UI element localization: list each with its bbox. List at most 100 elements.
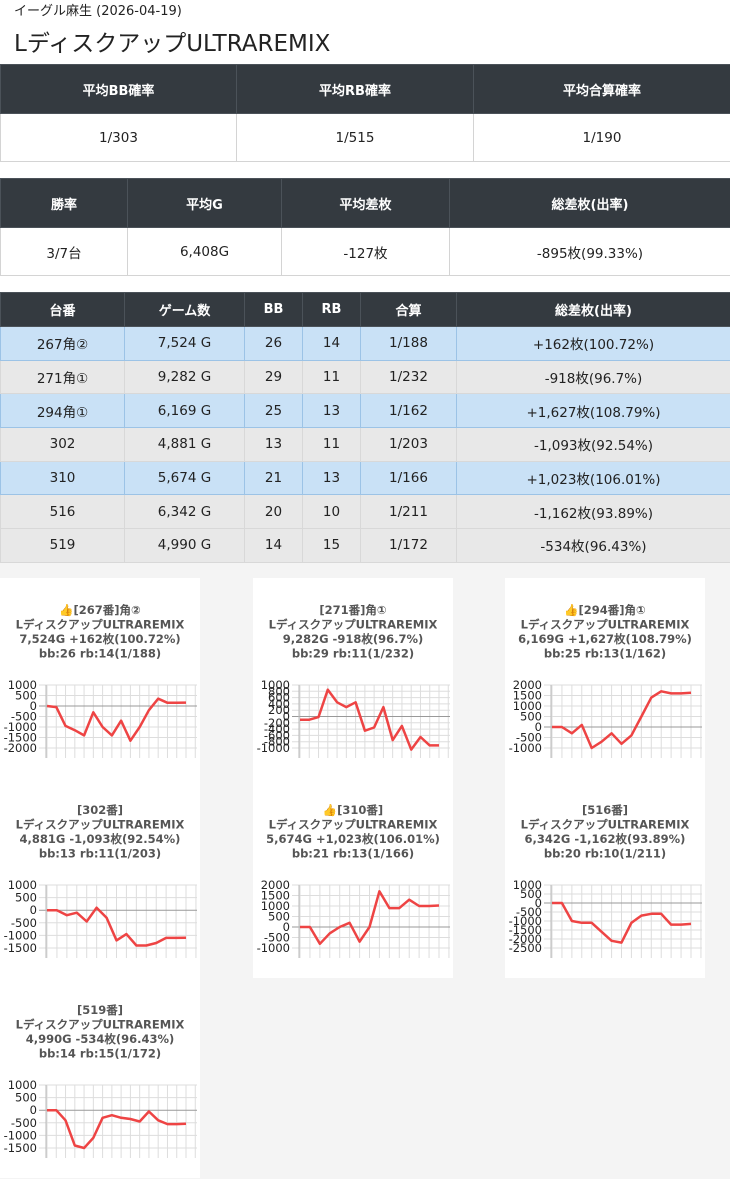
table-cell: 11 xyxy=(302,427,361,462)
data-line xyxy=(47,1108,187,1150)
header-cell: 平均G xyxy=(127,178,282,228)
header-row: 平均BB確率 平均RB確率 平均合算確率 xyxy=(0,64,730,114)
chart-title-line: LディスクアップULTRAREMIX xyxy=(16,618,185,632)
chart-title-line: LディスクアップULTRAREMIX xyxy=(16,1018,185,1032)
chart-title-line: [516番] xyxy=(582,803,628,817)
table-cell: 7,524 G xyxy=(124,326,245,361)
chart-title-line: [519番] xyxy=(77,1003,123,1017)
chart-title-line: bb:13 rb:11(1/203) xyxy=(39,847,161,861)
data-table: 勝率 平均G 平均差枚 総差枚(出率) 3/7台 6,408G -127枚 -895枚(99.… xyxy=(0,178,730,276)
y-tick-label: -200 xyxy=(264,716,290,730)
table-cell: 294角① xyxy=(0,393,125,429)
y-tick-label: -500 xyxy=(11,1116,37,1130)
table-cell: 1/162 xyxy=(360,393,457,429)
table-cell: +1,627枚(108.79%) xyxy=(456,393,730,429)
y-tick-label: -500 xyxy=(516,905,542,919)
header-cell: RB xyxy=(302,292,361,327)
chart-title-line: 👍[310番] xyxy=(323,803,383,817)
y-tick-label: 0 xyxy=(535,720,542,734)
table-cell: 11 xyxy=(302,359,361,395)
y-tick-label: -1000 xyxy=(257,741,290,755)
y-tick-label: -1000 xyxy=(257,941,290,955)
table-cell: 1/232 xyxy=(360,359,457,395)
y-tick-label: 1000 xyxy=(8,878,37,892)
chart-title-line: LディスクアップULTRAREMIX xyxy=(16,818,185,832)
y-tick-label: 500 xyxy=(268,910,290,924)
table-cell: 10 xyxy=(302,494,361,530)
table-cell: 6,408G xyxy=(127,227,282,276)
chart-title-line: 👍[267番]角② xyxy=(59,603,141,617)
chart-card xyxy=(505,778,705,978)
chart-title-line: bb:25 rb:13(1/162) xyxy=(544,647,666,661)
table-cell: 1/515 xyxy=(236,113,474,162)
y-tick-label: -1000 xyxy=(4,928,37,942)
chart-title-line: [271番]角① xyxy=(319,603,386,617)
table-cell: 14 xyxy=(244,528,303,563)
chart-title-line: 👍[294番]角① xyxy=(564,603,646,617)
header-cell: 平均差枚 xyxy=(281,178,450,228)
data-line xyxy=(46,697,187,742)
header-cell: 総差枚(出率) xyxy=(456,292,730,327)
table-cell: 5,674 G xyxy=(124,460,245,496)
table-row: 519 4,990 G 14 15 1/172 -534枚(96.43%) xyxy=(0,528,730,563)
table-cell: -534枚(96.43%) xyxy=(456,528,730,563)
table-cell: 15 xyxy=(302,528,361,563)
chart-title-line: 5,674G +1,023枚(106.01%) xyxy=(266,832,440,846)
y-tick-label: -500 xyxy=(516,731,542,745)
table-cell: 267角② xyxy=(0,326,125,361)
table-cell: 4,881 G xyxy=(124,427,245,462)
y-tick-label: -1000 xyxy=(509,741,542,755)
y-tick-label: -600 xyxy=(264,728,290,742)
table-cell: +1,023枚(106.01%) xyxy=(456,460,730,496)
chart-title-line: bb:26 rb:14(1/188) xyxy=(39,647,161,661)
chart-title-line: bb:20 rb:10(1/211) xyxy=(544,847,666,861)
chart-title-line: 6,342G -1,162枚(93.89%) xyxy=(525,832,686,846)
table-cell: 271角① xyxy=(0,359,125,395)
y-tick-label: -1500 xyxy=(509,923,542,937)
table-cell: 20 xyxy=(244,494,303,530)
data-table: 平均BB確率 平均RB確率 平均合算確率 1/303 1/515 1/190 xyxy=(0,64,730,162)
chart-card xyxy=(0,978,200,1178)
table-cell: 1/303 xyxy=(0,113,237,162)
y-tick-label: 0 xyxy=(30,699,37,713)
header-cell: 平均BB確率 xyxy=(0,64,237,114)
data-line xyxy=(47,906,187,947)
table-cell: 1/188 xyxy=(360,326,457,361)
header-cell: 合算 xyxy=(360,292,457,327)
table-cell: 21 xyxy=(244,460,303,496)
header-cell: 総差枚(出率) xyxy=(449,178,730,228)
table-cell: 1/190 xyxy=(473,113,730,162)
chart-title-line: 6,169G +1,627枚(108.79%) xyxy=(518,632,692,646)
table-cell: +162枚(100.72%) xyxy=(456,326,730,361)
header-row: 勝率 平均G 平均差枚 総差枚(出率) xyxy=(0,178,730,228)
chart-title-line: bb:14 rb:15(1/172) xyxy=(39,1047,161,1061)
chart-title-line: 7,524G +162枚(100.72%) xyxy=(19,632,180,646)
header-cell: 台番 xyxy=(0,292,125,327)
y-tick-label: 1000 xyxy=(261,678,290,692)
header-cell: 平均RB確率 xyxy=(236,64,474,114)
chart-title-line: 4,990G -534枚(96.43%) xyxy=(26,1032,175,1046)
y-tick-label: 500 xyxy=(15,891,37,905)
y-tick-label: 1000 xyxy=(261,899,290,913)
table-cell: 14 xyxy=(302,326,361,361)
data-line xyxy=(300,890,440,946)
y-tick-label: 0 xyxy=(535,896,542,910)
table-row: 516 6,342 G 20 10 1/211 -1,162枚(93.89%) xyxy=(0,494,730,530)
chart-card xyxy=(0,778,200,978)
y-tick-label: -500 xyxy=(11,916,37,930)
chart-title-line: LディスクアップULTRAREMIX xyxy=(521,818,690,832)
table-cell: 1/166 xyxy=(360,460,457,496)
y-tick-label: 0 xyxy=(30,1103,37,1117)
y-tick-label: 200 xyxy=(268,703,290,717)
y-tick-label: 1000 xyxy=(513,699,542,713)
table-cell: 516 xyxy=(0,494,125,530)
table-cell: 1/172 xyxy=(360,528,457,563)
page-title: LディスクアップULTRAREMIX xyxy=(14,31,331,57)
chart-title-line: [302番] xyxy=(77,803,123,817)
y-tick-label: 1000 xyxy=(8,1078,37,1092)
y-tick-label: -1500 xyxy=(4,941,37,955)
y-tick-label: 500 xyxy=(15,689,37,703)
y-tick-label: -2500 xyxy=(509,941,542,955)
y-tick-label: 0 xyxy=(283,920,290,934)
